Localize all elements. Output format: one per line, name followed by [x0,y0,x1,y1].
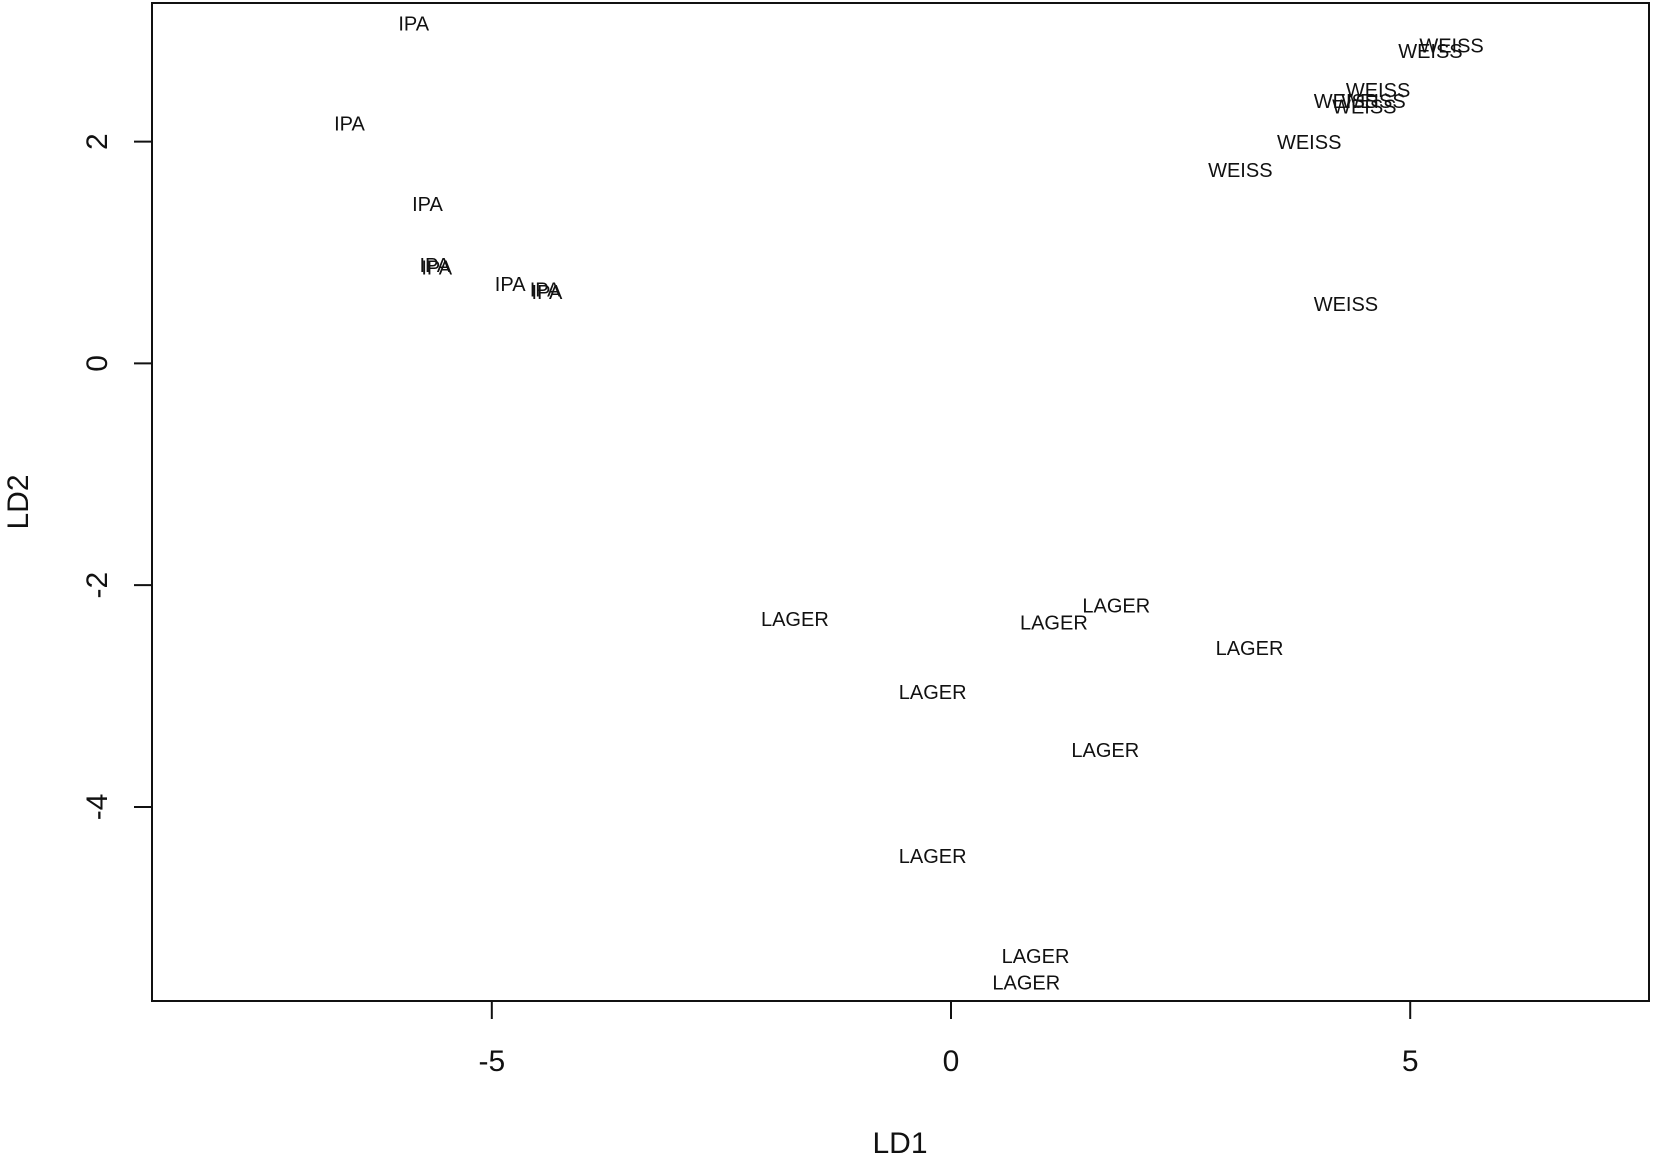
data-point-weiss: WEISS [1314,294,1378,316]
data-point-weiss: WEISS [1419,36,1483,58]
x-tick-label: 5 [1402,1045,1419,1078]
data-point-weiss: WEISS [1208,160,1272,182]
data-point-ipa: IPA [530,280,561,302]
y-tick-label: -2 [81,572,114,599]
data-point-lager: LAGER [899,682,967,704]
data-point-lager: LAGER [899,846,967,868]
data-point-ipa: IPA [419,255,450,277]
y-tick-label: 0 [81,355,114,372]
data-point-weiss: WEISS [1277,132,1341,154]
data-point-lager: LAGER [1071,740,1139,762]
data-point-lager: LAGER [1216,638,1284,660]
x-tick-label: -5 [478,1045,505,1078]
data-point-ipa: IPA [412,194,443,216]
data-point-lager: LAGER [1020,612,1088,634]
data-point-lager: LAGER [992,973,1060,995]
data-point-lager: LAGER [1002,946,1070,968]
data-point-weiss: WEISS [1398,41,1462,63]
data-point-ipa: IPA [421,257,452,279]
data-point-weiss: WEISS [1341,91,1405,113]
x-axis-title: LD1 [872,1127,927,1157]
data-point-weiss: WEISS [1332,97,1396,119]
y-axis-title: LD2 [2,474,35,529]
data-point-weiss: WEISS [1314,91,1378,113]
y-axis: -4 -2 0 2 [81,133,153,821]
data-point-ipa: IPA [398,13,429,35]
data-point-lager: LAGER [1082,596,1150,618]
y-tick-label: 2 [81,133,114,150]
data-point-ipa: IPA [532,282,563,304]
x-axis: -5 0 5 [478,1000,1419,1078]
data-point-ipa: IPA [334,113,365,135]
data-point-ipa: IPA [495,274,526,296]
y-tick-label: -4 [81,794,114,821]
data-point-lager: LAGER [761,609,829,631]
data-point-weiss: WEISS [1346,80,1410,102]
x-tick-label: 0 [943,1045,960,1078]
